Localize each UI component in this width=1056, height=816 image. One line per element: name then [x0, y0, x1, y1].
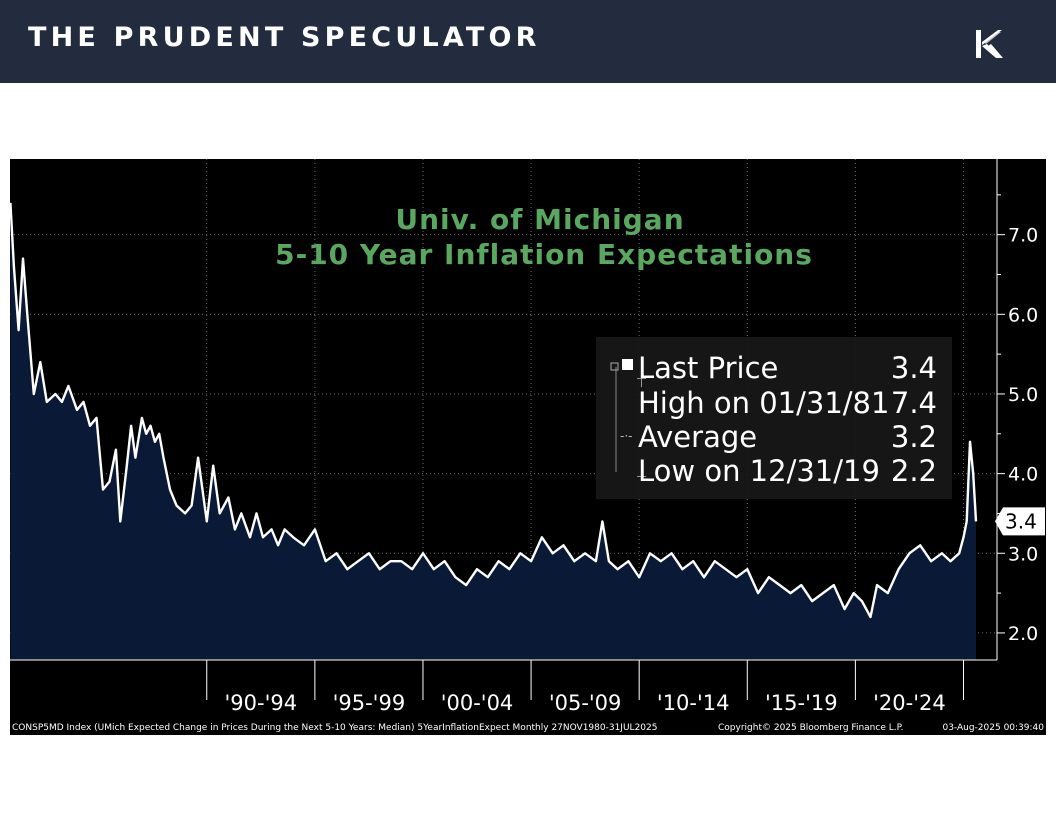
chart-title: Univ. of Michigan	[395, 203, 684, 236]
legend-value-low: 2.2	[891, 454, 937, 488]
low-marker-icon: ⊥	[636, 466, 647, 481]
y-tick-label: 2.0	[1008, 623, 1038, 645]
chart-svg: 2.0 3.0 4.0 5.0 6.0 7.0 '90-'94 '95-'99 '00-'04…	[9, 159, 1045, 733]
last-price-marker: 3.4	[995, 507, 1045, 536]
last-price-marker-label: 3.4	[1005, 509, 1037, 533]
tps-monogram-logo-icon	[976, 30, 1003, 58]
series-line	[9, 202, 978, 619]
footer-source: CONSP5MD Index (UMich Expected Change in…	[12, 723, 657, 733]
square-icon	[622, 359, 633, 370]
legend-label-last: Last Price	[638, 351, 778, 385]
legend: ⊤ -·- ⊥ Last Price 3.4 High on 01/31/81 …	[596, 337, 952, 499]
x-tick-label: '90-'94	[225, 691, 298, 715]
y-tick-label: 6.0	[1008, 304, 1038, 326]
x-tick-label: '15-'19	[765, 691, 838, 715]
legend-value-last: 3.4	[891, 351, 937, 385]
legend-value-high: 7.4	[891, 386, 937, 420]
x-tick-label: '05-'09	[549, 691, 622, 715]
x-tick-label: '10-'14	[657, 691, 730, 715]
legend-value-average: 3.2	[891, 420, 937, 454]
y-tick-label: 5.0	[1008, 384, 1038, 406]
header-bar: THE PRUDENT SPECULATOR	[0, 0, 1056, 83]
footer-timestamp: 03-Aug-2025 00:39:40	[942, 723, 1044, 733]
brand-wordmark: THE PRUDENT SPECULATOR	[28, 22, 541, 53]
series-area	[10, 202, 976, 661]
x-tick-label: '00-'04	[441, 691, 514, 715]
inflation-expectations-chart: 2.0 3.0 4.0 5.0 6.0 7.0 '90-'94 '95-'99 '00-'04…	[9, 159, 1046, 735]
legend-label-high: High on 01/31/81	[638, 386, 889, 420]
y-tick-label: 4.0	[1008, 464, 1038, 486]
average-marker-icon: -·-	[620, 429, 632, 443]
high-marker-icon: ⊤	[636, 376, 647, 391]
x-tick-label: '95-'99	[333, 691, 406, 715]
legend-label-average: Average	[638, 420, 757, 454]
chart-subtitle: 5-10 Year Inflation Expectations	[275, 238, 813, 271]
legend-label-low: Low on 12/31/19	[638, 454, 880, 488]
y-tick-label: 7.0	[1008, 225, 1038, 247]
y-tick-label: 3.0	[1008, 543, 1038, 565]
footer-copyright: Copyright© 2025 Bloomberg Finance L.P.	[718, 723, 903, 733]
legend-box	[596, 337, 952, 499]
x-tick-label: '20-'24	[873, 691, 946, 715]
legend-collapse-icon	[610, 362, 619, 371]
